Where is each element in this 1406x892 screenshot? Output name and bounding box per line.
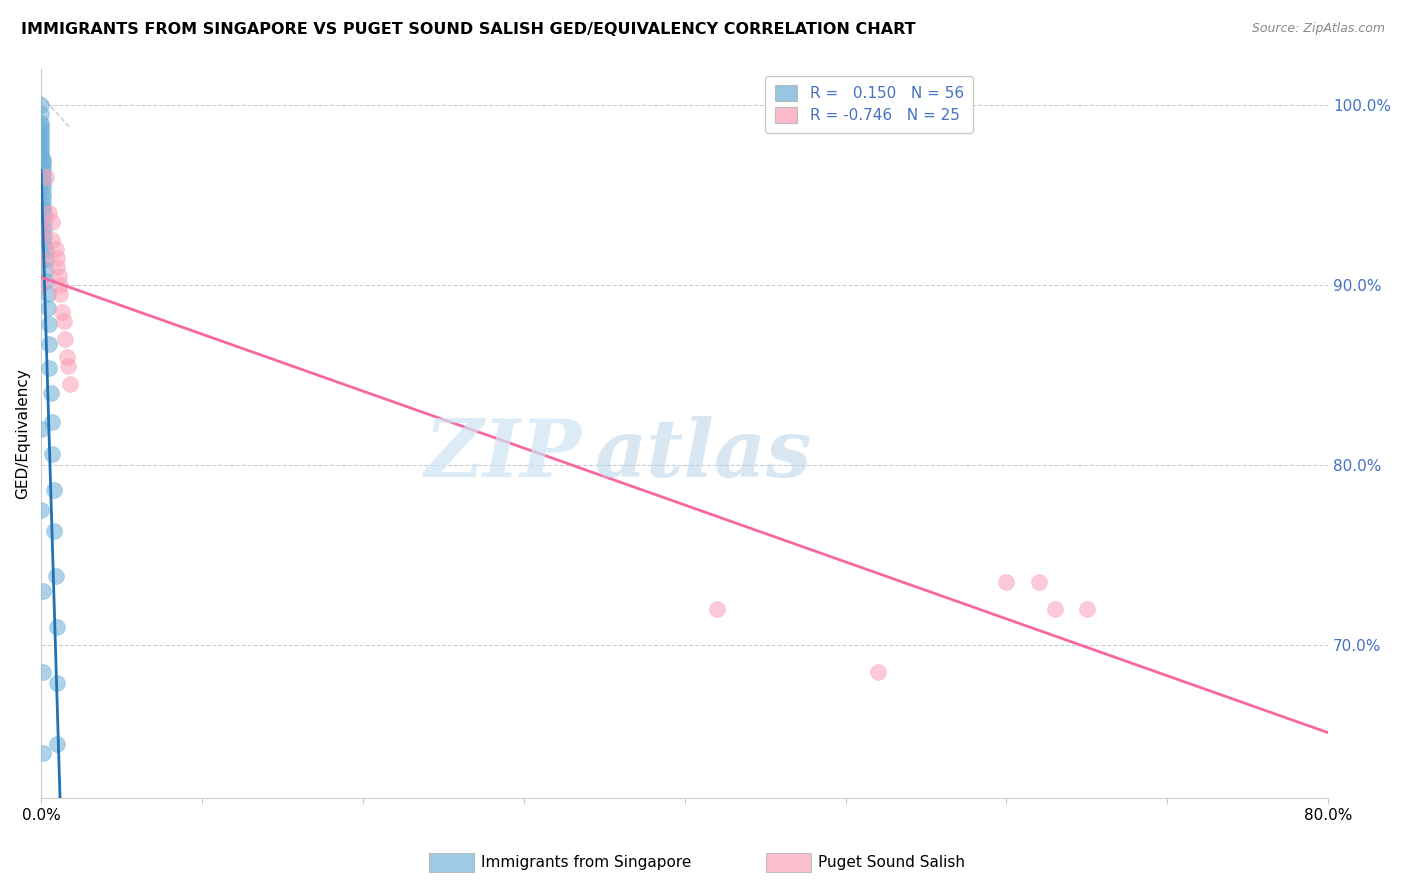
Text: atlas: atlas: [595, 417, 811, 494]
Point: [31, 583, 53, 598]
Point: [30, 134, 52, 148]
Point: [39, 385, 62, 400]
Point: [1028, 574, 1050, 589]
Point: [49, 878, 72, 892]
Point: [30, 503, 52, 517]
Point: [46, 737, 69, 751]
Point: [995, 574, 1018, 589]
Point: [58, 359, 80, 373]
Point: [38, 337, 60, 351]
Point: [49, 277, 72, 292]
Point: [34, 214, 56, 228]
Point: [30, 224, 52, 238]
Legend: R =   0.150   N = 56, R = -0.746   N = 25: R = 0.150 N = 56, R = -0.746 N = 25: [765, 76, 973, 133]
Point: [30, 106, 52, 120]
Y-axis label: GED/Equivalency: GED/Equivalency: [15, 368, 30, 499]
Point: [30, 145, 52, 159]
Point: [45, 569, 67, 583]
Text: IMMIGRANTS FROM SINGAPORE VS PUGET SOUND SALISH GED/EQUIVALENCY CORRELATION CHAR: IMMIGRANTS FROM SINGAPORE VS PUGET SOUND…: [21, 22, 915, 37]
Point: [30, 251, 52, 265]
Point: [35, 252, 58, 267]
Point: [1076, 602, 1098, 616]
Point: [46, 675, 69, 690]
Point: [42, 524, 65, 539]
Point: [31, 175, 53, 189]
Point: [48, 268, 70, 283]
Point: [41, 447, 63, 461]
Point: [30, 148, 52, 162]
Point: [31, 196, 53, 211]
Point: [30, 122, 52, 136]
Point: [35, 244, 58, 258]
Point: [34, 222, 56, 236]
Point: [1043, 602, 1066, 616]
Point: [46, 251, 69, 265]
Point: [30, 115, 52, 129]
Point: [31, 191, 53, 205]
Point: [35, 263, 58, 277]
Point: [31, 180, 53, 194]
Text: Puget Sound Salish: Puget Sound Salish: [818, 855, 966, 870]
Point: [51, 304, 73, 318]
Point: [31, 665, 53, 679]
Point: [31, 159, 53, 173]
Point: [37, 301, 59, 315]
Point: [41, 415, 63, 429]
Point: [38, 205, 60, 219]
Point: [35, 274, 58, 288]
Point: [31, 186, 53, 200]
Point: [38, 360, 60, 375]
Point: [31, 152, 53, 166]
Point: [30, 127, 52, 141]
Point: [31, 169, 53, 184]
Point: [41, 233, 63, 247]
Point: [56, 350, 79, 364]
Point: [53, 332, 76, 346]
Point: [34, 229, 56, 244]
Point: [31, 164, 53, 178]
Point: [37, 286, 59, 301]
Point: [30, 97, 52, 112]
Point: [31, 155, 53, 169]
Point: [31, 746, 53, 760]
Point: [706, 602, 728, 616]
Text: Immigrants from Singapore: Immigrants from Singapore: [481, 855, 692, 870]
Point: [30, 141, 52, 155]
Text: ZIP: ZIP: [425, 417, 582, 494]
Point: [48, 804, 70, 818]
Point: [49, 286, 72, 301]
Point: [35, 169, 58, 184]
Point: [34, 207, 56, 221]
Point: [45, 242, 67, 256]
Point: [31, 202, 53, 216]
Point: [34, 236, 56, 251]
Point: [30, 119, 52, 133]
Point: [42, 483, 65, 497]
Point: [30, 130, 52, 145]
Point: [30, 422, 52, 436]
Point: [46, 260, 69, 274]
Point: [41, 214, 63, 228]
Point: [59, 376, 82, 391]
Point: [46, 620, 69, 634]
Point: [30, 137, 52, 152]
Point: [866, 665, 889, 679]
Point: [30, 277, 52, 292]
Text: Source: ZipAtlas.com: Source: ZipAtlas.com: [1251, 22, 1385, 36]
Point: [38, 318, 60, 332]
Point: [52, 314, 75, 328]
